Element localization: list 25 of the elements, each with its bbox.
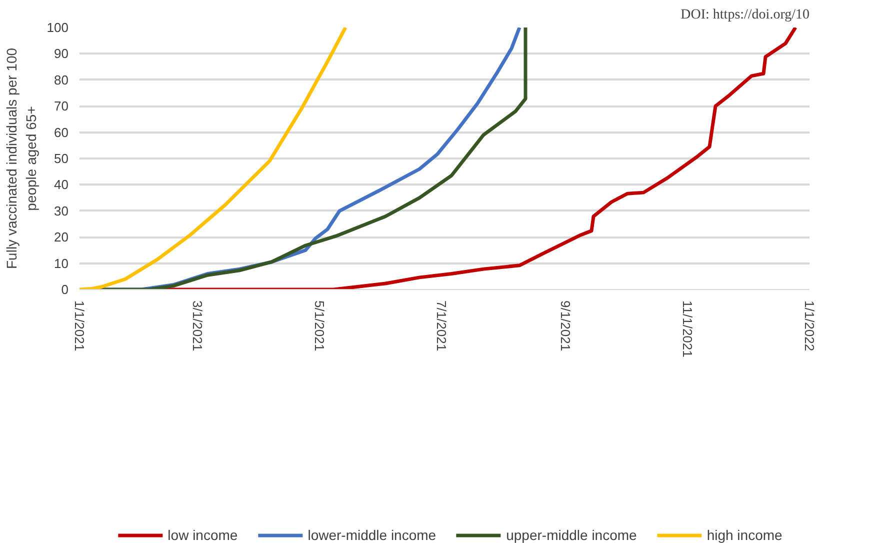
y-tick-label: 10 bbox=[54, 256, 69, 271]
legend-label: high income bbox=[706, 527, 782, 543]
y-tick-label: 40 bbox=[54, 177, 69, 192]
y-tick-label: 0 bbox=[61, 282, 69, 297]
x-tick-label: 3/1/2021 bbox=[190, 300, 205, 352]
x-tick-label: 1/1/2021 bbox=[72, 300, 87, 352]
x-tick-label: 5/1/2021 bbox=[312, 300, 327, 352]
y-tick-label: 50 bbox=[54, 151, 69, 166]
text: DOI: https://doi.org/10 bbox=[680, 8, 810, 22]
x-tick-label: 7/1/2021 bbox=[434, 300, 449, 352]
y-tick-label: 30 bbox=[54, 203, 69, 218]
y-tick-label: 20 bbox=[54, 230, 69, 245]
line-series bbox=[80, 28, 348, 290]
legend-label: lower-middle income bbox=[308, 527, 436, 543]
y-tick-label: 90 bbox=[54, 46, 69, 62]
x-tick-label: 1/1/2022 bbox=[802, 300, 817, 352]
x-tick-label: 11/1/2021 bbox=[680, 300, 695, 358]
y-tick-label: 80 bbox=[54, 72, 69, 88]
x-tick-label: 9/1/2021 bbox=[558, 300, 573, 352]
y-tick-label: 70 bbox=[54, 98, 69, 114]
legend-label: upper-middle income bbox=[506, 527, 637, 543]
legend-label: low income bbox=[168, 527, 238, 543]
y-tick-label: 100 bbox=[46, 20, 69, 35]
y-axis-title: Fully vaccinated individuals per 100 people aged 65+ bbox=[4, 48, 39, 270]
y-tick-label: 60 bbox=[54, 124, 69, 140]
